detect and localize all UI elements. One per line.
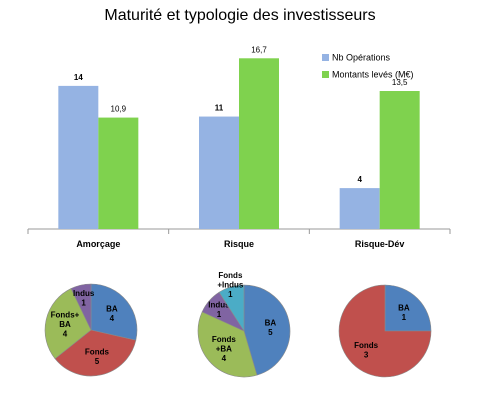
legend-swatch-ops — [322, 54, 329, 62]
x-tick-label: Risque-Dév — [355, 239, 405, 249]
pie-label: 5 — [95, 357, 100, 366]
pie-label: Indus — [208, 301, 230, 310]
legend-item-montants: Montants levés (M€) — [322, 69, 414, 80]
bar-montants-0 — [98, 117, 139, 229]
pie-label: 5 — [268, 328, 273, 337]
chart-title: Maturité et typologie des investisseurs — [104, 7, 376, 24]
pie-label: 1 — [81, 298, 86, 307]
pie-slice — [218, 284, 245, 333]
pie-label: 1 — [228, 290, 233, 299]
bar-ops-0 — [58, 85, 99, 229]
pie-label: Fonds+ — [51, 311, 80, 320]
legend-swatch-montants — [322, 71, 329, 79]
data-label: 13,5 — [392, 78, 408, 87]
pie-label: BA — [59, 320, 71, 329]
pie-label: +BA — [216, 344, 232, 353]
legend-label-montants: Montants levés (M€) — [332, 69, 414, 80]
x-tick-label: Risque — [224, 239, 254, 249]
data-label: 11 — [215, 104, 224, 113]
bar-montants-1 — [239, 58, 279, 230]
legend-item-ops: Nb Opérations — [322, 52, 390, 63]
pie-label: Indus — [73, 289, 95, 298]
pie-slice — [70, 283, 92, 331]
pie-label: +Indus — [217, 281, 244, 290]
pie-label: 4 — [110, 314, 115, 323]
pie-label: Fonds — [354, 341, 379, 350]
data-label: 4 — [357, 175, 362, 184]
pie-label: 4 — [222, 354, 227, 363]
pie-slice — [384, 284, 432, 332]
pie-label: Fonds — [212, 335, 237, 344]
pie-slice — [44, 288, 92, 360]
pie-label: BA — [265, 318, 277, 327]
x-tick-label: Amorçage — [76, 239, 120, 249]
pie-label: 3 — [364, 351, 369, 360]
bar-ops-2 — [339, 188, 380, 229]
bar-ops-1 — [199, 116, 239, 229]
pie-slice — [338, 284, 432, 378]
pie-label: 4 — [63, 330, 68, 339]
pie-label: Fonds — [85, 347, 110, 356]
data-label: 14 — [74, 73, 83, 82]
pie-slice — [54, 329, 137, 377]
pie-slice — [90, 283, 138, 341]
pie-slice — [197, 311, 258, 378]
data-label: 16,7 — [251, 45, 267, 54]
bar-chart: 14 10,9 Amorçage 11 16,7 Risque 4 13,5 Risque-Dé… — [27, 45, 451, 249]
bar-montants-2 — [379, 91, 420, 229]
legend-label-ops: Nb Opérations — [332, 52, 391, 63]
pie-label: Fonds — [218, 271, 243, 280]
pie-label: BA — [398, 303, 410, 312]
pie-label: BA — [106, 305, 118, 314]
pie-label: 1 — [217, 310, 222, 319]
pie-slice — [243, 284, 291, 376]
data-label: 10,9 — [111, 105, 127, 114]
pie-label: 1 — [402, 313, 407, 322]
